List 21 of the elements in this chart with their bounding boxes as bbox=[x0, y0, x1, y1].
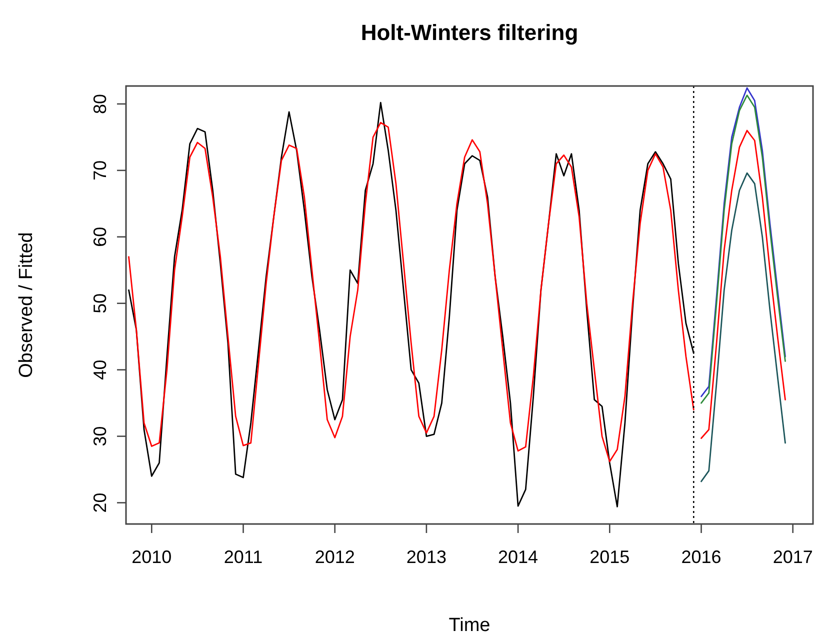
y-tick-label: 20 bbox=[90, 492, 110, 513]
y-tick-label: 30 bbox=[90, 426, 110, 446]
chart-title: Holt-Winters filtering bbox=[360, 20, 578, 45]
x-tick-label: 2013 bbox=[406, 547, 446, 567]
line-series bbox=[700, 172, 786, 482]
x-tick-label: 2014 bbox=[498, 547, 538, 567]
x-axis-title: Time bbox=[448, 615, 490, 636]
x-tick-label: 2012 bbox=[314, 547, 355, 567]
y-tick-label: 60 bbox=[90, 226, 110, 247]
x-tick-label: 2017 bbox=[772, 547, 813, 567]
x-tick-label: 2016 bbox=[681, 547, 722, 567]
y-tick-label: 70 bbox=[90, 160, 110, 180]
line-series bbox=[128, 122, 694, 462]
y-tick-label: 50 bbox=[90, 293, 110, 314]
x-tick-label: 2015 bbox=[590, 547, 630, 567]
x-tick-label: 2010 bbox=[132, 547, 172, 567]
line-series bbox=[700, 130, 786, 439]
y-tick-label: 40 bbox=[90, 360, 110, 380]
x-tick-label: 2011 bbox=[224, 547, 263, 567]
y-tick-label: 80 bbox=[90, 94, 110, 114]
y-axis-title: Observed / Fitted bbox=[16, 232, 37, 378]
